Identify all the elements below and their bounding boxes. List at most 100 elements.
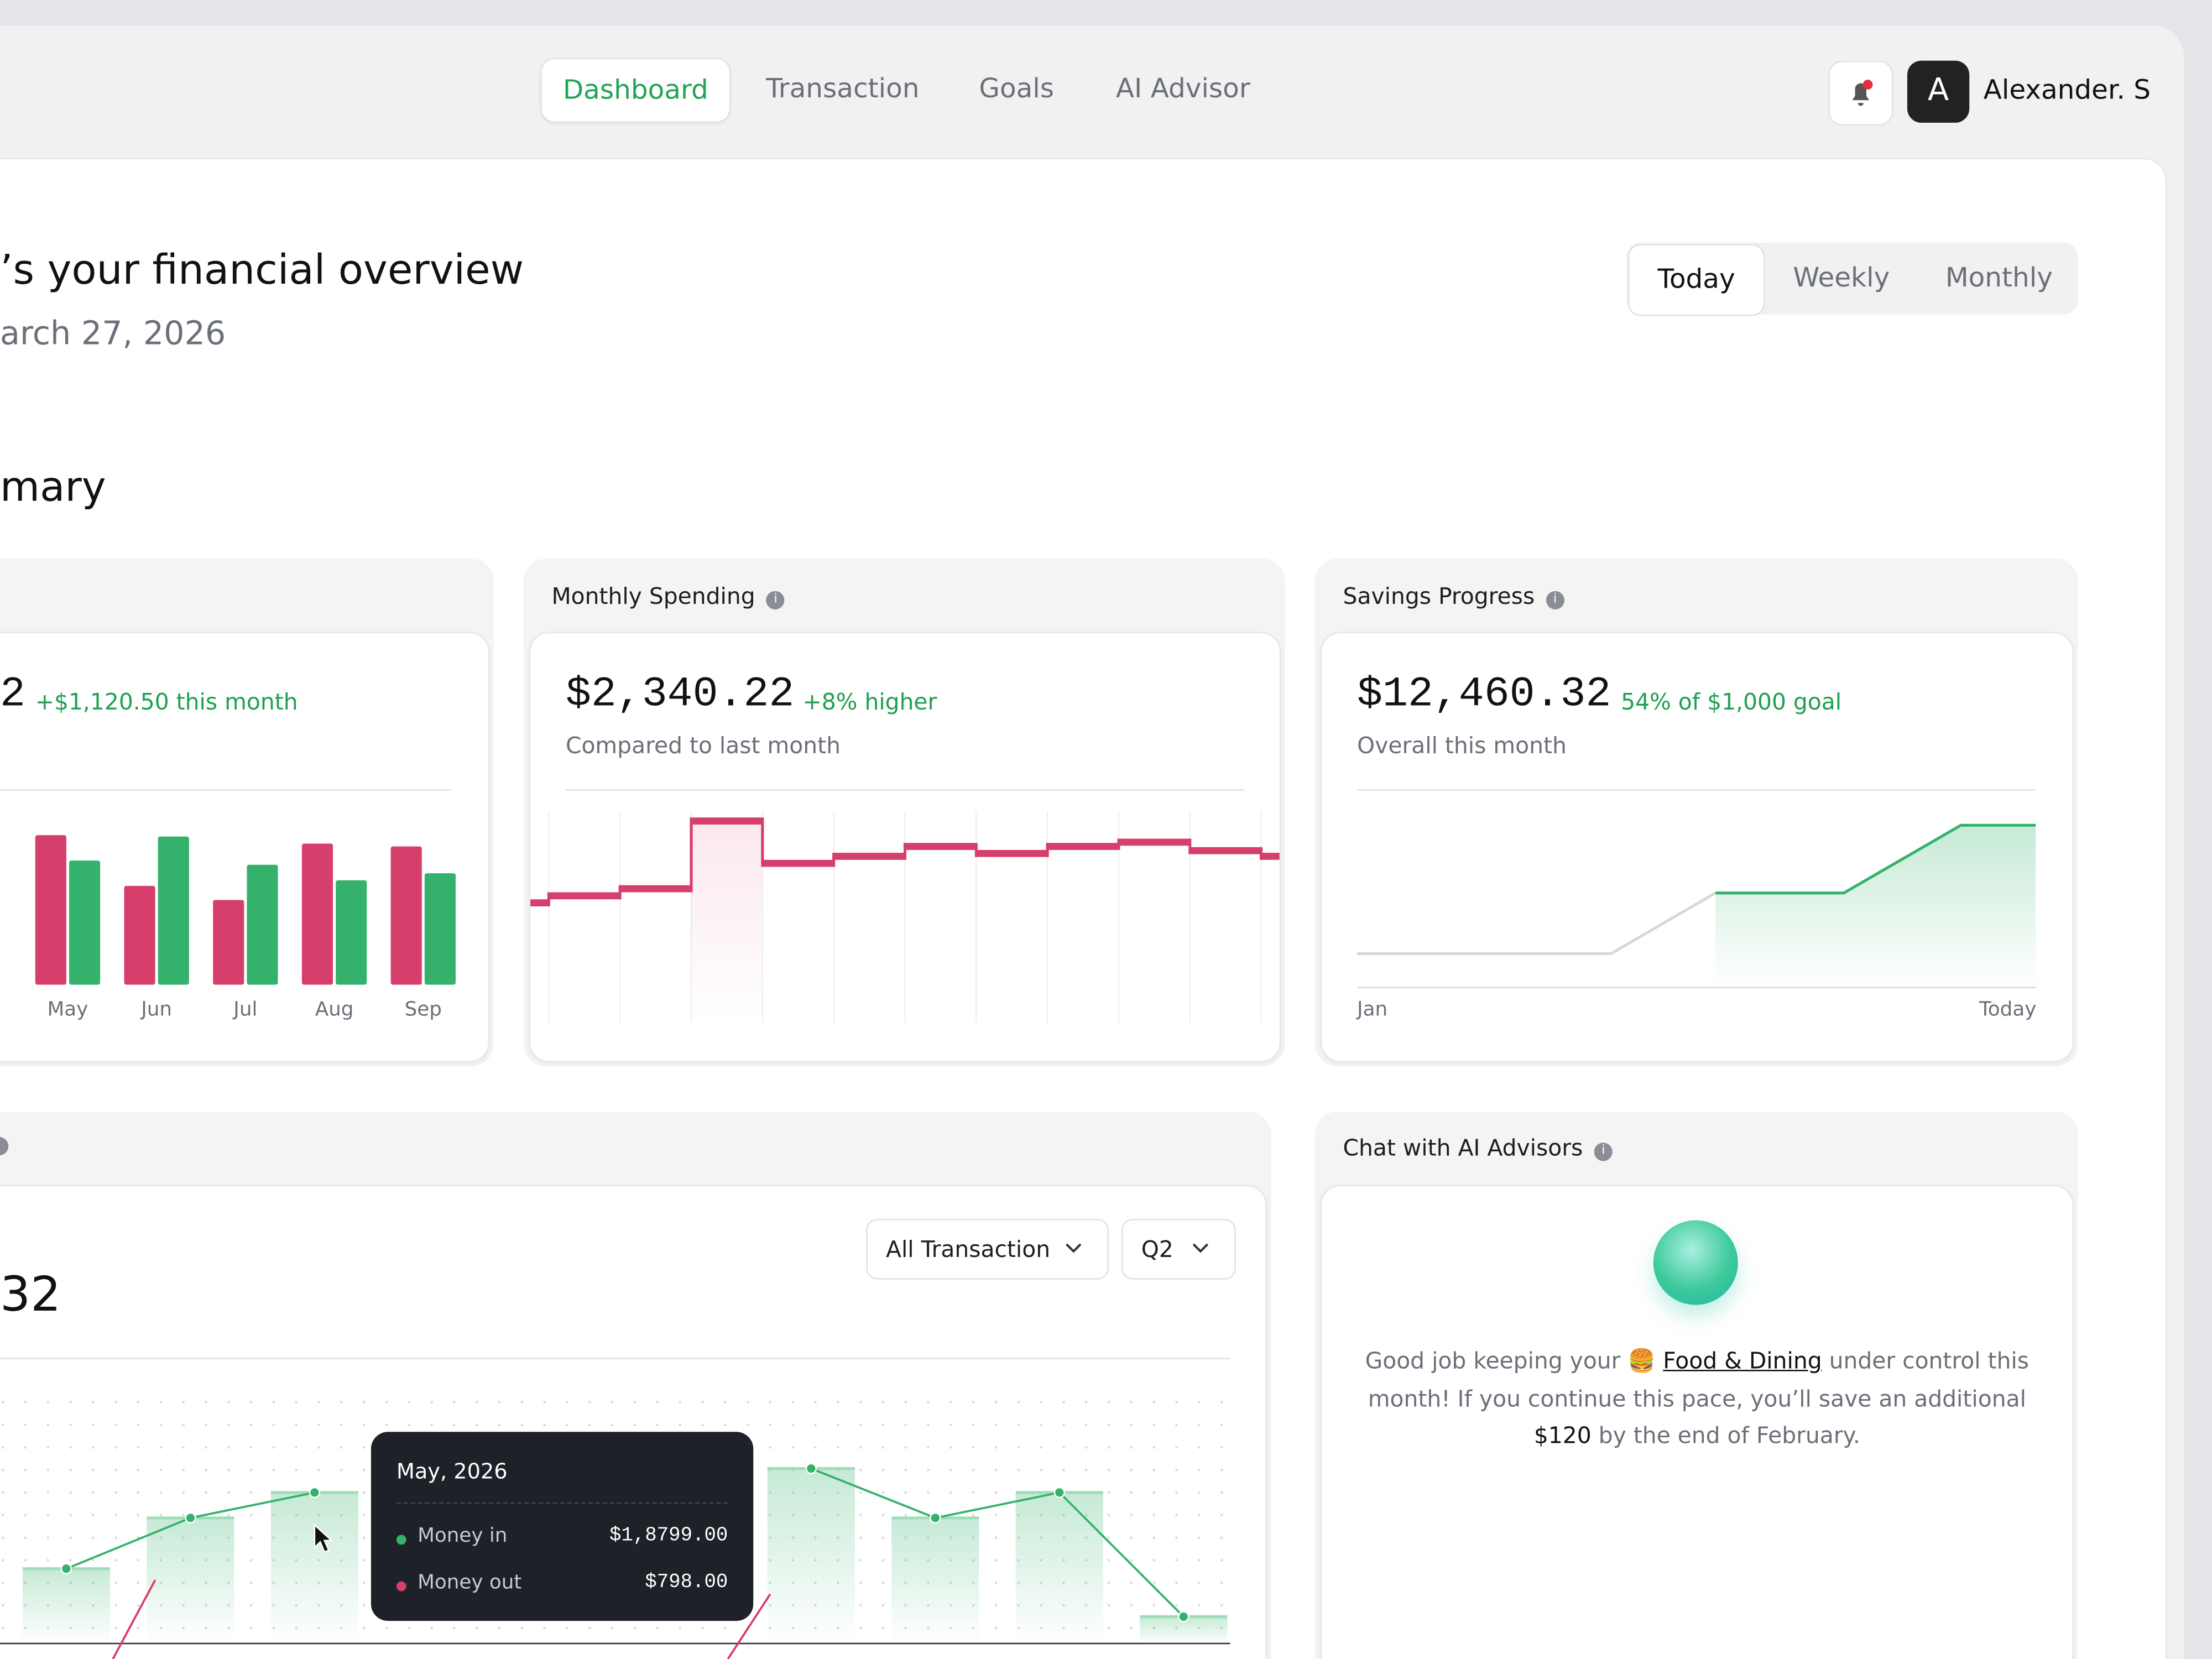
- tooltip-value: $798.00: [645, 1571, 728, 1594]
- dropdown-label: All Transaction: [886, 1235, 1051, 1263]
- bar: [1015, 1492, 1103, 1644]
- step-joint: [1117, 838, 1120, 850]
- money-out-line: [112, 1579, 156, 1659]
- period-option[interactable]: Monthly: [1945, 262, 2053, 294]
- subtitle: Compared to last month: [565, 732, 841, 759]
- period-option[interactable]: Weekly: [1793, 262, 1890, 294]
- category-link[interactable]: Food & Dining: [1663, 1347, 1822, 1374]
- notification-button[interactable]: [1828, 60, 1893, 126]
- step-joint: [832, 853, 836, 867]
- line: [1715, 823, 2036, 895]
- area: [1715, 825, 2036, 988]
- bar: [124, 886, 155, 985]
- x-tick-label: Jan: [1357, 999, 1388, 1021]
- x-tick-label: Sep: [404, 999, 442, 1021]
- tooltip-title: May, 2026: [396, 1458, 508, 1484]
- chevron: [1192, 1243, 1208, 1253]
- x-tick-label: May: [47, 999, 88, 1021]
- point: [309, 1486, 321, 1499]
- bar: [390, 846, 422, 985]
- point: [185, 1512, 196, 1524]
- amount: $2,340.22: [565, 671, 795, 720]
- bar: [158, 836, 189, 985]
- info-icon[interactable]: i: [766, 591, 785, 610]
- step-joint: [1260, 847, 1263, 860]
- step-joint: [618, 885, 622, 900]
- point: [1178, 1611, 1190, 1623]
- nav-tab[interactable]: Transaction: [766, 73, 920, 105]
- ai-orb: [1653, 1220, 1738, 1305]
- step-chart: [530, 811, 1280, 1023]
- tooltip-label: Money out: [418, 1571, 522, 1594]
- card-title: Monthly Spending i: [551, 582, 785, 610]
- tooltip-value: $1,8799.00: [609, 1525, 728, 1548]
- step: [1047, 843, 1119, 850]
- info-icon[interactable]: [0, 1137, 9, 1156]
- title: Chat with AI Advisors: [1343, 1134, 1583, 1161]
- info-icon[interactable]: i: [1594, 1142, 1613, 1161]
- text: under control this month! If you continu…: [1368, 1347, 2030, 1412]
- nav-tab[interactable]: Goals: [979, 73, 1055, 105]
- title: Savings Progress: [1343, 582, 1535, 610]
- advisor-message: Good job keeping your 🍔 Food & Dining un…: [1363, 1343, 2031, 1455]
- text: by the end of February.: [1591, 1422, 1860, 1449]
- line-past: [1357, 891, 1717, 956]
- chevron: [1066, 1243, 1082, 1253]
- bar: [424, 873, 456, 985]
- step: [620, 885, 691, 893]
- amount: $120: [1533, 1422, 1592, 1449]
- step-joint: [547, 892, 550, 907]
- period-option[interactable]: Today: [1627, 244, 1765, 316]
- step: [1190, 847, 1261, 854]
- point: [930, 1512, 941, 1524]
- dropdown[interactable]: Q2: [1121, 1219, 1236, 1280]
- nav-tab[interactable]: AI Advisor: [1115, 73, 1250, 105]
- page-title: ’s your financial overview: [0, 245, 524, 294]
- bar: [35, 835, 66, 985]
- step: [976, 849, 1048, 857]
- card-title: Chat with AI Advisors i: [1343, 1134, 1613, 1161]
- x-tick-label: Aug: [315, 999, 354, 1021]
- avatar[interactable]: A: [1907, 60, 1970, 123]
- highlight: [691, 821, 763, 1023]
- step: [1261, 853, 1280, 860]
- step: [691, 817, 763, 825]
- step-joint: [1188, 838, 1192, 854]
- dropdown[interactable]: All Transaction: [866, 1219, 1110, 1280]
- bar: [213, 900, 244, 985]
- bell-icon: [1852, 80, 1873, 106]
- step-joint: [690, 817, 693, 893]
- bar: [301, 843, 333, 985]
- nav-tab[interactable]: Dashboard: [540, 58, 731, 123]
- x-tick-label: Jun: [141, 999, 173, 1021]
- info-icon[interactable]: i: [1546, 591, 1564, 610]
- step: [762, 859, 834, 867]
- text: Good job keeping your: [1365, 1347, 1628, 1374]
- title: Monthly Spending: [551, 582, 755, 610]
- bar: [891, 1517, 979, 1644]
- point: [1053, 1486, 1066, 1499]
- card-title: Savings Progress i: [1343, 582, 1564, 610]
- step-joint: [761, 817, 764, 867]
- step: [549, 892, 620, 900]
- change: 54% of $1,000 goal: [1621, 688, 1842, 716]
- bar: [767, 1468, 855, 1644]
- line: [811, 1467, 1185, 1618]
- step: [905, 843, 977, 850]
- change: +$1,120.50 this month: [35, 688, 298, 716]
- tooltip-label: Money in: [418, 1525, 508, 1548]
- bar: [336, 880, 367, 985]
- amount: $12,460.32: [1357, 671, 1611, 720]
- user-name: Alexander. S: [1983, 75, 2151, 106]
- point: [805, 1463, 817, 1474]
- bar: [147, 1517, 234, 1644]
- bar: [69, 860, 101, 985]
- amount: 32: [0, 1266, 61, 1323]
- bar: [247, 864, 278, 985]
- bar: [22, 1568, 110, 1644]
- divider: [396, 1502, 728, 1504]
- money-out-line: [727, 1593, 771, 1659]
- step: [833, 853, 905, 860]
